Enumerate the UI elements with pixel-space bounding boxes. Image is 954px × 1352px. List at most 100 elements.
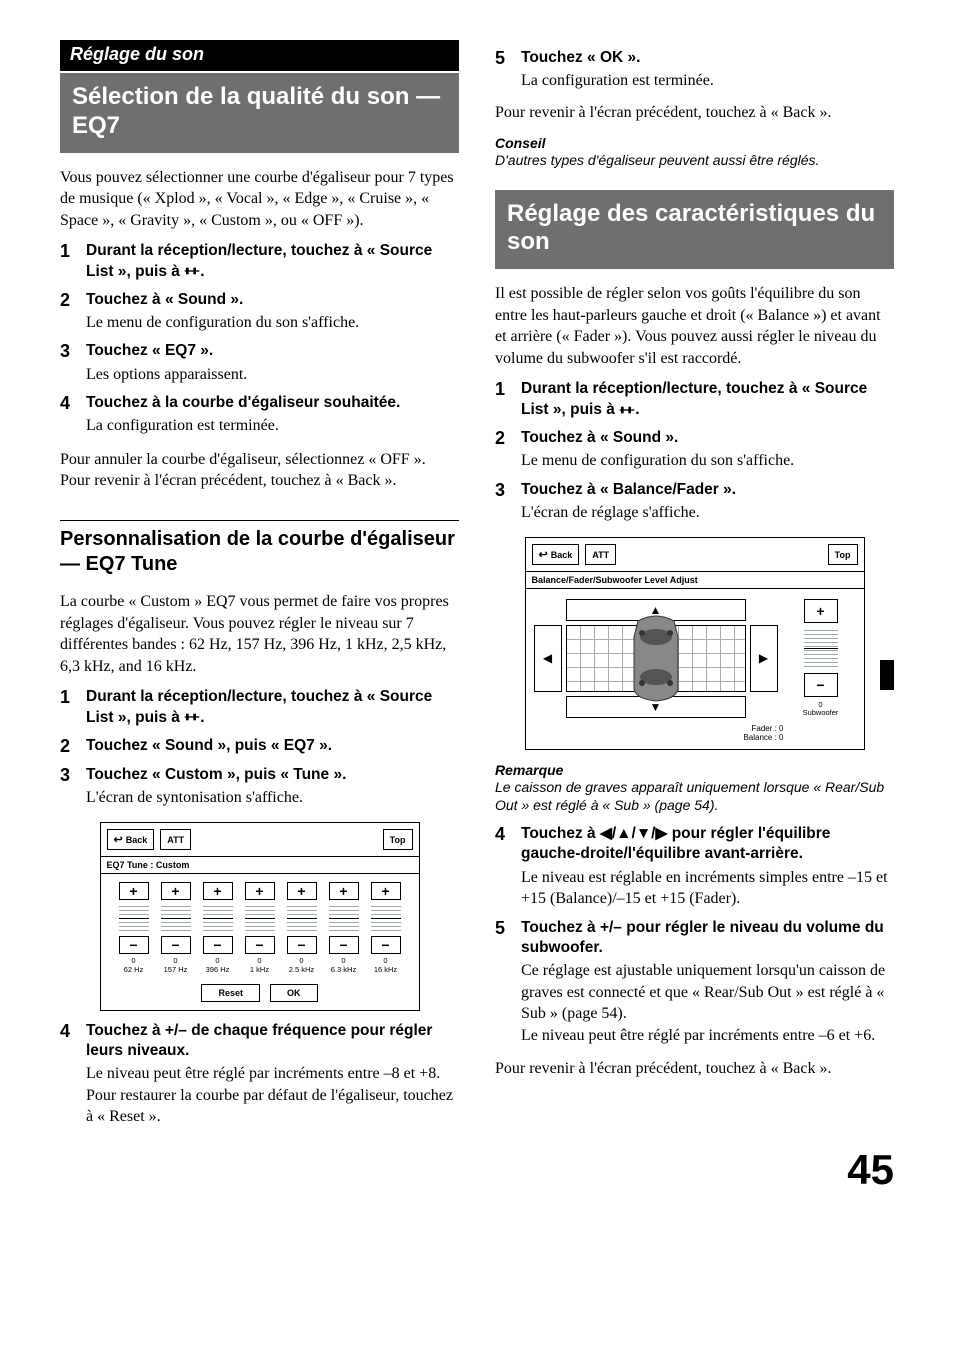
eq-band: +−02.5 kHz — [283, 882, 321, 974]
step-body: Ce réglage est ajustable uniquement lors… — [521, 960, 894, 1046]
step-body: Le menu de configuration du son s'affich… — [521, 450, 894, 472]
back-button[interactable]: ↩Back — [532, 544, 580, 565]
step-number: 2 — [60, 736, 86, 757]
section-title-eq7: Sélection de la qualité du son — EQ7 — [60, 73, 459, 153]
step-item: 2Touchez « Sound », puis « EQ7 ». — [60, 736, 459, 757]
right-button[interactable]: ▶ — [750, 625, 778, 692]
minus-button[interactable]: − — [329, 936, 359, 954]
eq-band: +−062 Hz — [115, 882, 153, 974]
minus-button[interactable]: − — [371, 936, 401, 954]
step-number: 5 — [495, 918, 521, 1047]
settings-icon — [184, 712, 200, 722]
att-button[interactable]: ATT — [160, 829, 191, 850]
section-title-sound: Réglage des caractéristiques du son — [495, 190, 894, 270]
steps-list-r1: 1Durant la réception/lecture, touchez à … — [495, 379, 894, 523]
eq-level-bar — [203, 903, 233, 933]
step-number: 4 — [495, 824, 521, 909]
step-item: 4Touchez à la courbe d'égaliseur souhait… — [60, 393, 459, 437]
step-item: 3Touchez à « Balance/Fader ».L'écran de … — [495, 480, 894, 524]
right-column: 5 Touchez « OK ».La configuration est ter… — [495, 40, 894, 1128]
balance-fader-panel: ↩Back ATT Top Balance/Fader/Subwoofer Le… — [525, 537, 865, 750]
step-number: 3 — [60, 341, 86, 385]
eq-band: + − 0157 Hz — [157, 882, 195, 974]
sub-plus-button[interactable]: + — [804, 599, 838, 623]
att-button[interactable]: ATT — [585, 544, 616, 565]
minus-button[interactable]: − — [245, 936, 275, 954]
step-number: 1 — [495, 379, 521, 419]
note-label: Remarque — [495, 762, 894, 778]
steps-top: 5Touchez « OK ».La configuration est ter… — [495, 48, 894, 92]
step-body: L'écran de syntonisation s'affiche. — [86, 787, 459, 809]
step-title: Durant la réception/lecture, touchez à «… — [521, 379, 894, 419]
minus-button[interactable]: − — [119, 936, 149, 954]
plus-button[interactable]: + — [119, 882, 149, 900]
step-item: 1Durant la réception/lecture, touchez à … — [60, 687, 459, 727]
step-title: Touchez à « Sound ». — [521, 428, 894, 448]
step-title: Touchez « Custom », puis « Tune ». — [86, 765, 459, 785]
intro-text: Vous pouvez sélectionner une courbe d'ég… — [60, 167, 459, 232]
eq-band: +−01 kHz — [241, 882, 279, 974]
step-item: 4Touchez à ◀/▲/▼/▶ pour régler l'équilib… — [495, 824, 894, 909]
plus-button[interactable]: + — [161, 882, 191, 900]
top-button[interactable]: Top — [383, 829, 413, 850]
back-text-2: Pour revenir à l'écran précédent, touche… — [495, 102, 894, 124]
top-button[interactable]: Top — [828, 544, 858, 565]
bf-subtitle: Balance/Fader/Subwoofer Level Adjust — [526, 571, 864, 589]
step-item: 5Touchez « OK ».La configuration est ter… — [495, 48, 894, 92]
plus-button[interactable]: + — [203, 882, 233, 900]
sub-intro: La courbe « Custom » EQ7 vous permet de … — [60, 591, 459, 677]
step-title: Touchez à « Balance/Fader ». — [521, 480, 894, 500]
step-title: Touchez « OK ». — [521, 48, 894, 68]
tip-body: D'autres types d'égaliseur peuvent aussi… — [495, 151, 894, 169]
eq-band: +−016 kHz — [367, 882, 405, 974]
eq-freq-label: 0157 Hz — [164, 957, 188, 974]
left-column: Réglage du son Sélection de la qualité d… — [60, 40, 459, 1128]
reset-button[interactable]: Reset — [201, 984, 260, 1002]
sub-label: 0Subwoofer — [803, 701, 839, 718]
step-title: Touchez à +/– de chaque fréquence pour r… — [86, 1021, 459, 1061]
step-item: 5Touchez à +/– pour régler le niveau du … — [495, 918, 894, 1047]
step-title: Touchez à ◀/▲/▼/▶ pour régler l'équilibr… — [521, 824, 894, 864]
step-number: 2 — [60, 290, 86, 334]
eq-freq-label: 06.3 kHz — [331, 957, 356, 974]
eq-level-bar — [161, 903, 191, 933]
steps-list-1: 1Durant la réception/lecture, touchez à … — [60, 241, 459, 436]
step-title: Touchez à « Sound ». — [86, 290, 459, 310]
back-arrow-icon: ↩ — [539, 548, 548, 561]
section-label: Réglage du son — [60, 40, 459, 71]
step-number: 4 — [60, 393, 86, 437]
step-body: Les options apparaissent. — [86, 364, 459, 386]
step-body: Le niveau peut être réglé par incréments… — [86, 1063, 459, 1128]
step-item: 3Touchez « Custom », puis « Tune ».L'écr… — [60, 765, 459, 809]
back-button[interactable]: ↩Back — [107, 829, 155, 850]
step-body: Le menu de configuration du son s'affich… — [86, 312, 459, 334]
plus-button[interactable]: + — [329, 882, 359, 900]
eq-level-bar — [119, 903, 149, 933]
balance-grid — [566, 625, 746, 692]
plus-button[interactable]: + — [245, 882, 275, 900]
eq-level-bar — [371, 903, 401, 933]
step-number: 2 — [495, 428, 521, 472]
steps-list-3: 4Touchez à +/– de chaque fréquence pour … — [60, 1021, 459, 1128]
minus-button[interactable]: − — [287, 936, 317, 954]
settings-icon — [184, 266, 200, 276]
edge-tab — [880, 660, 894, 690]
steps-list-r2: 4Touchez à ◀/▲/▼/▶ pour régler l'équilib… — [495, 824, 894, 1046]
plus-button[interactable]: + — [287, 882, 317, 900]
ok-button[interactable]: OK — [270, 984, 318, 1002]
eq-band: +−0396 Hz — [199, 882, 237, 974]
minus-button[interactable]: − — [203, 936, 233, 954]
eq-level-bar — [245, 903, 275, 933]
step-body: La configuration est terminée. — [86, 415, 459, 437]
step-title: Touchez à +/– pour régler le niveau du v… — [521, 918, 894, 958]
sub-minus-button[interactable]: − — [804, 673, 838, 697]
step-body: La configuration est terminée. — [521, 70, 894, 92]
step-title: Touchez « Sound », puis « EQ7 ». — [86, 736, 459, 756]
left-button[interactable]: ◀ — [534, 625, 562, 692]
plus-button[interactable]: + — [371, 882, 401, 900]
minus-button[interactable]: − — [161, 936, 191, 954]
step-title: Durant la réception/lecture, touchez à «… — [86, 241, 459, 281]
step-number: 4 — [60, 1021, 86, 1128]
eq7-panel: ↩Back ATT Top EQ7 Tune : Custom +−062 Hz… — [100, 822, 420, 1011]
intro-text-2: Il est possible de régler selon vos goût… — [495, 283, 894, 369]
